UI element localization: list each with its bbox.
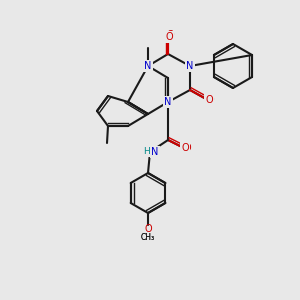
Text: H: H — [141, 149, 147, 158]
Text: O: O — [205, 95, 213, 105]
Text: CH₃: CH₃ — [141, 232, 155, 242]
Text: O: O — [144, 224, 152, 234]
Text: O: O — [183, 143, 191, 153]
Text: N: N — [144, 61, 152, 71]
Text: N: N — [151, 147, 159, 157]
Text: N: N — [186, 61, 194, 71]
Text: O: O — [165, 32, 173, 42]
Text: N: N — [186, 61, 194, 71]
Text: O: O — [206, 95, 214, 105]
Text: CH₃: CH₃ — [141, 233, 155, 242]
Text: N: N — [164, 97, 172, 107]
Text: O: O — [166, 30, 174, 40]
Text: O: O — [181, 143, 189, 153]
Text: N: N — [164, 97, 172, 107]
Text: N: N — [150, 149, 158, 159]
Text: N: N — [144, 61, 152, 71]
Text: H: H — [142, 148, 149, 157]
